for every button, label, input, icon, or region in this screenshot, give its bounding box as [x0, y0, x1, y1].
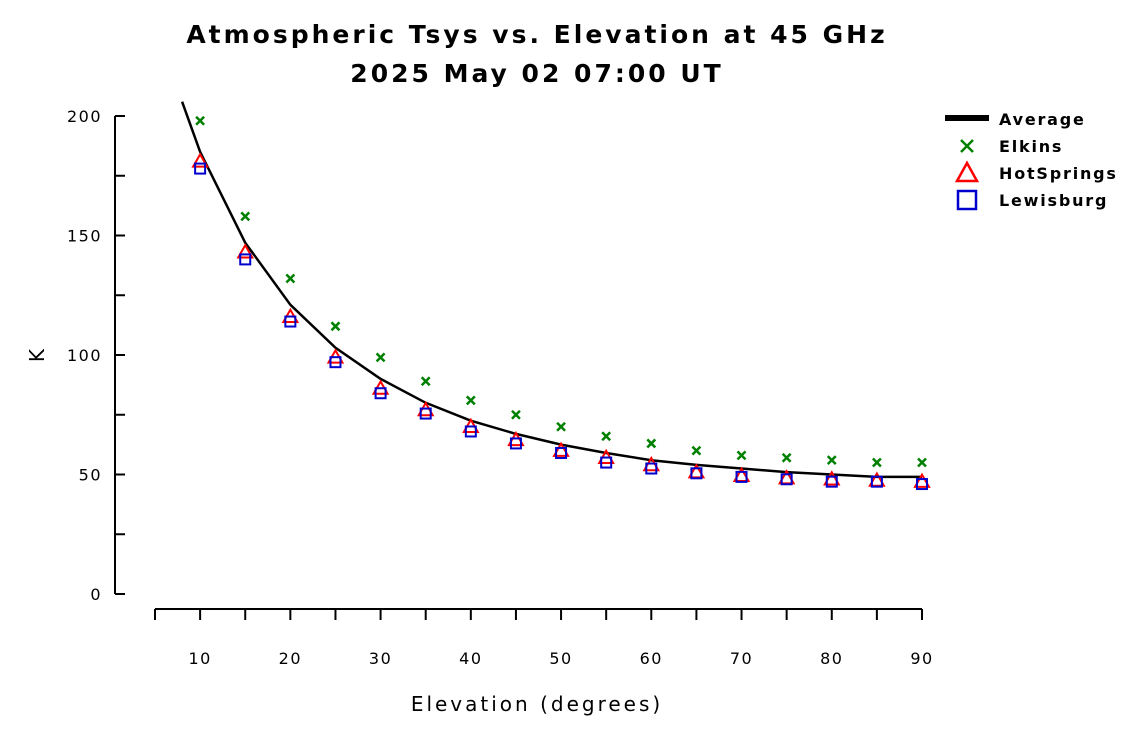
marker-stroke: [960, 139, 974, 153]
legend-lewisburg-marker: [956, 189, 978, 211]
lewisburg-point: [509, 437, 522, 450]
marker-stroke: [826, 455, 837, 466]
elkins-point: [465, 395, 476, 406]
x-tick-label: 20: [279, 649, 302, 668]
legend-elkins-label: Elkins: [999, 137, 1063, 156]
marker-stroke: [917, 457, 927, 468]
legend-hotsprings-label: HotSprings: [999, 164, 1118, 183]
x-tick-label: 50: [549, 649, 572, 668]
marker-stroke: [420, 376, 431, 387]
hotsprings-point: [236, 243, 254, 259]
elkins-point: [240, 211, 251, 222]
lewisburg-point: [870, 475, 883, 488]
lewisburg-point: [555, 446, 568, 459]
hotsprings-point: [913, 472, 931, 488]
legend-hotsprings-marker: [954, 160, 980, 183]
x-tick-label: 10: [188, 649, 211, 668]
y-axis-title: K: [25, 346, 49, 362]
lewisburg-point: [645, 462, 658, 475]
x-tick-label: 30: [369, 649, 392, 668]
lewisburg-point: [194, 162, 207, 175]
y-tick-label: 150: [67, 227, 102, 246]
x-tick-label: 60: [640, 649, 663, 668]
chart-subtitle: 2025 May 02 07:00 UT: [350, 59, 723, 88]
marker-stroke: [240, 211, 251, 222]
elkins-point: [330, 321, 341, 332]
hotsprings-point: [823, 470, 841, 486]
x-axis: 10 20 30 40 50 60 70 80 90: [154, 608, 933, 668]
elkins-point: [826, 455, 837, 466]
elkins-point: [420, 376, 431, 387]
lewisburg-point: [239, 253, 252, 266]
y-tick-label: 100: [67, 346, 102, 365]
elkins-point: [601, 431, 612, 442]
lewisburg-point: [464, 425, 477, 438]
hotsprings-point: [552, 441, 570, 457]
marker-stroke: [195, 115, 206, 126]
lewisburg-point: [916, 478, 928, 491]
y-tick-label: 0: [90, 585, 102, 604]
series-average-line: [180, 101, 922, 479]
lewisburg-point: [735, 470, 748, 483]
marker-stroke: [330, 321, 341, 332]
lewisburg-point: [825, 475, 838, 488]
marker-stroke: [871, 457, 882, 468]
elkins-point: [781, 452, 792, 463]
legend-lewisburg-label: Lewisburg: [999, 191, 1108, 210]
x-tick-label: 90: [910, 649, 933, 668]
legend-elkins-marker: [960, 139, 974, 153]
lewisburg-point: [690, 467, 703, 480]
lewisburg-point: [374, 387, 387, 400]
hotsprings-point: [191, 152, 209, 168]
x-tick-label: 70: [730, 649, 753, 668]
lewisburg-point: [780, 473, 793, 486]
elkins-point: [195, 115, 206, 126]
x-axis-title: Elevation (degrees): [411, 692, 663, 716]
marker-stroke: [556, 421, 566, 432]
elkins-point: [691, 445, 702, 456]
legend-average-label: Average: [999, 110, 1086, 129]
legend: Average Elkins HotSprings Lewisburg: [945, 110, 1118, 211]
chart-title: Atmospheric Tsys vs. Elevation at 45 GHz: [186, 20, 887, 49]
lewisburg-point: [600, 456, 613, 469]
x-tick-label: 40: [459, 649, 482, 668]
elkins-point: [556, 421, 566, 432]
x-tick-label: 80: [820, 649, 843, 668]
elkins-point: [646, 438, 657, 449]
marker-stroke: [511, 409, 521, 420]
lewisburg-point: [329, 356, 342, 369]
marker-stroke: [691, 445, 702, 456]
marker-stroke: [781, 452, 792, 463]
elkins-point: [375, 352, 386, 363]
y-axis: 0 50 100 150 200: [67, 107, 125, 604]
lewisburg-point: [419, 407, 432, 420]
marker-stroke: [285, 273, 296, 284]
elkins-point: [736, 450, 747, 461]
lewisburg-point: [284, 315, 297, 328]
marker-stroke: [601, 431, 612, 442]
marker-stroke: [646, 438, 657, 449]
y-tick-label: 50: [79, 466, 102, 485]
elkins-point: [511, 409, 521, 420]
plot-area: [180, 101, 931, 491]
elkins-point: [871, 457, 882, 468]
y-tick-label: 200: [67, 107, 102, 126]
elkins-point: [917, 457, 927, 468]
elkins-point: [285, 273, 296, 284]
marker-stroke: [736, 450, 747, 461]
marker-stroke: [375, 352, 386, 363]
marker-stroke: [465, 395, 476, 406]
